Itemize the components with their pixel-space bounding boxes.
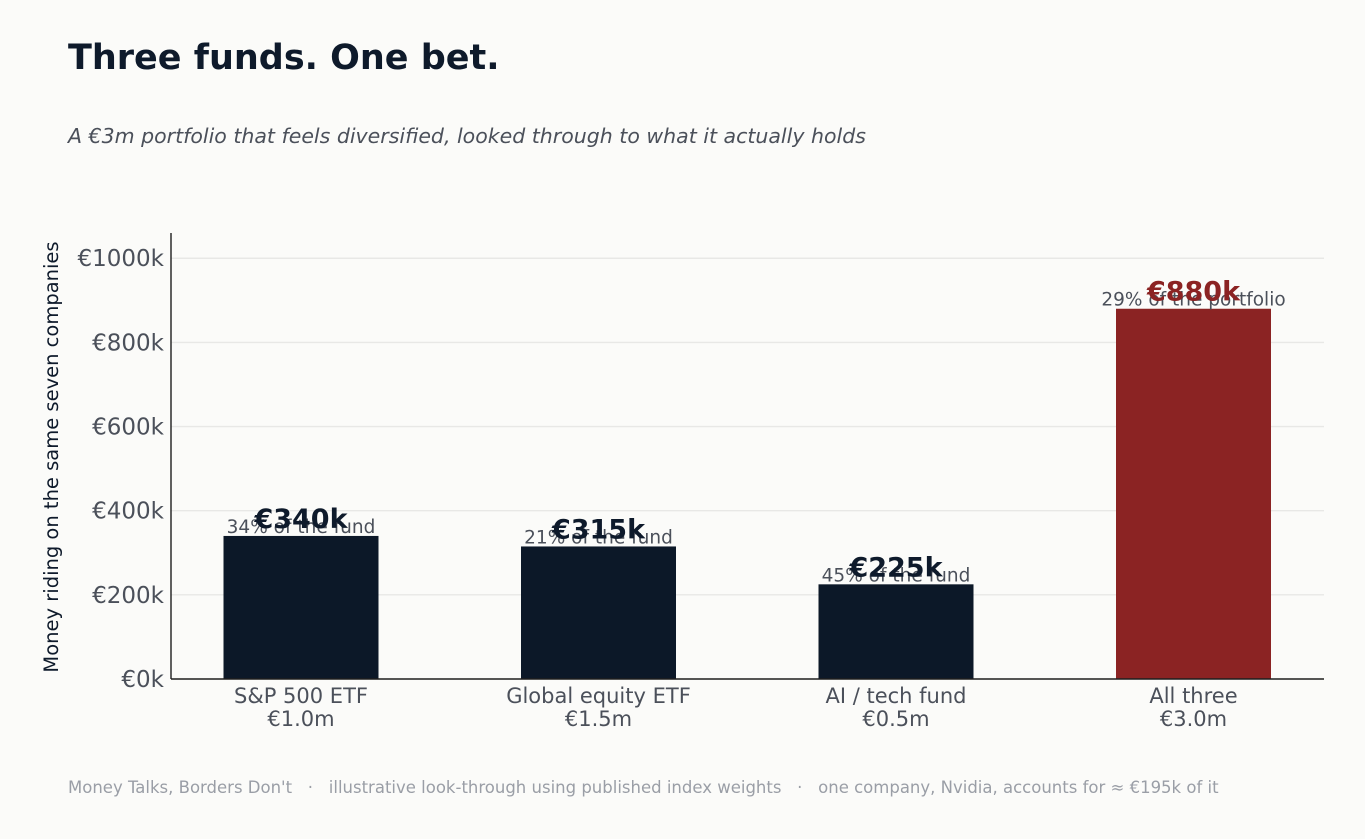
value-label: €315k <box>551 514 646 545</box>
chart-subtitle: A €3m portfolio that feels diversified, … <box>68 124 866 148</box>
y-tick-label: €800k <box>92 330 165 356</box>
y-tick-label: €1000k <box>78 246 165 272</box>
bar <box>223 535 379 679</box>
y-tick-label: €0k <box>121 667 164 693</box>
x-tick-labels: S&P 500 ETF€1.0m Global equity ETF€1.5m AI… <box>234 684 1238 731</box>
x-tick-label: Global equity ETF <box>506 684 691 708</box>
share-label: 34% of the fund <box>227 517 376 538</box>
footer-note: Money Talks, Borders Don't · illustrativ… <box>68 778 1219 797</box>
x-tick-sublabel: €0.5m <box>862 707 929 731</box>
bars <box>223 308 1271 679</box>
value-label: €340k <box>253 504 348 535</box>
x-tick-sublabel: €1.5m <box>565 707 632 731</box>
value-label: €225k <box>848 552 943 583</box>
y-axis-label: Money riding on the same seven companies <box>40 241 63 672</box>
share-label: 21% of the fund <box>524 527 673 548</box>
value-label: €880k <box>1146 277 1241 308</box>
x-tick-label: S&P 500 ETF <box>234 684 368 708</box>
x-tick-sublabel: €1.0m <box>267 707 334 731</box>
chart-title: Three funds. One bet. <box>68 38 500 78</box>
data-labels: 34% of the fund€340k 21% of the fund€315k… <box>227 277 1286 587</box>
bar <box>1116 308 1271 679</box>
axes <box>170 233 1324 680</box>
y-tick-labels: €0k €200k €400k €600k €800k €1000k <box>78 246 165 693</box>
y-tick-label: €400k <box>92 499 165 525</box>
y-tick-label: €600k <box>92 415 165 441</box>
bar <box>818 584 974 679</box>
x-tick-sublabel: €3.0m <box>1160 707 1227 731</box>
y-tick-label: €200k <box>92 583 165 609</box>
bar <box>521 546 676 679</box>
share-label: 29% of the portfolio <box>1101 290 1285 311</box>
share-label: 45% of the fund <box>822 565 971 586</box>
x-tick-label: AI / tech fund <box>825 684 966 708</box>
x-tick-label: All three <box>1149 684 1237 708</box>
